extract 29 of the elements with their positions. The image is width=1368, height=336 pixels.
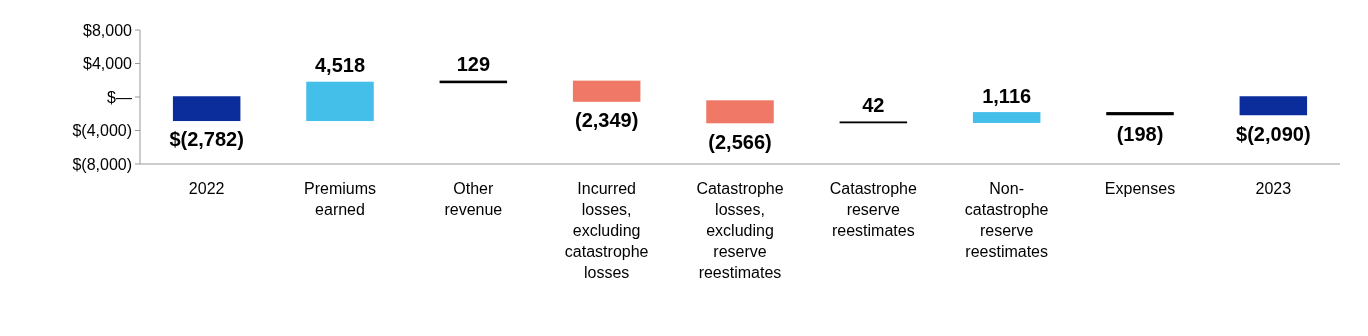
bar [306,81,374,122]
data-label: (2,349) [574,109,639,132]
x-tick-label: Expenses [1104,180,1176,197]
y-tick-label: $— [107,88,132,106]
bar [1239,96,1308,116]
data-label: (198) [1116,122,1164,145]
x-tick-label: Non-catastrophe reserve reestimates [964,180,1049,260]
bar [706,100,774,124]
bar [972,112,1041,123]
y-tick-label: $4,000 [83,55,133,73]
data-label: 1,116 [982,84,1032,107]
x-tick-label: Premiums earned [303,180,377,218]
x-tick-label: 2023 [1255,180,1292,197]
y-tick-label: $8,000 [83,21,133,39]
bar [572,80,641,102]
x-tick-label: Catastrophe losses, excluding reserve reestimates [696,180,784,281]
x-tick-label: Other revenue [444,180,503,218]
data-label: 42 [862,94,885,117]
bar [172,96,241,122]
y-tick-label: $(4,000) [72,122,132,140]
data-label: (2,566) [708,130,772,153]
x-tick-label: Catastrophe reserve reestimates [829,180,918,239]
data-label: 129 [456,53,491,76]
data-label: $(2,782) [169,128,244,151]
x-tick-label: 2022 [188,180,225,197]
data-label: $(2,090) [1236,122,1311,145]
y-tick-label: $(8,000) [72,155,132,173]
data-label: 4,518 [314,54,366,77]
x-tick-label: Incurred losses, excluding catastrophe losses [564,180,649,281]
